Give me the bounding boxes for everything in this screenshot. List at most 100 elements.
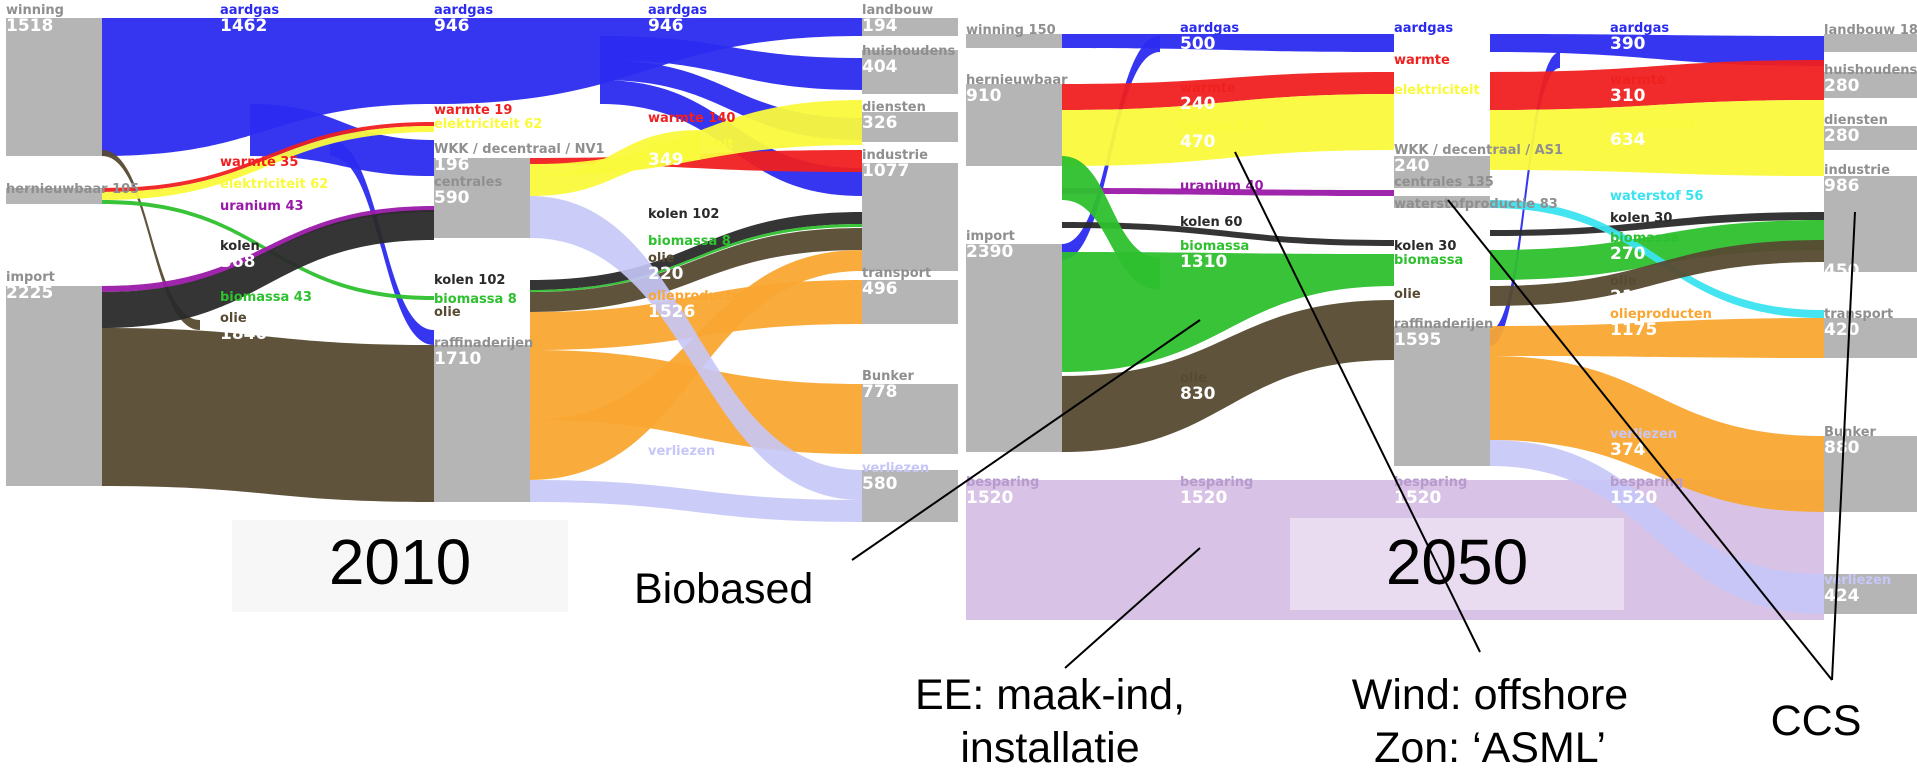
- p2050-label-olie2: olie: [1394, 287, 1421, 302]
- p2050-value-huishoudens: 280: [1824, 76, 1860, 96]
- node-transport: [1824, 318, 1917, 358]
- node-hernieuwbaar: [6, 188, 102, 204]
- wind-pointer: [1234, 151, 1481, 653]
- node-bunker: [862, 384, 958, 454]
- node-huishoudens: [1824, 72, 1917, 98]
- p2010-value-import: 2225: [6, 283, 53, 303]
- flow-elek-cent: [530, 130, 700, 196]
- p2050-label-kolen2: kolen 30: [1394, 239, 1456, 254]
- p2050-value-aardgas1: 500: [1180, 34, 1216, 54]
- p2010-label-verliezen2: verliezen: [862, 461, 929, 476]
- flow-olieproducten-transport: [1490, 318, 1824, 358]
- flow-biomassa-out: [530, 224, 862, 292]
- flow-kolen-out: [530, 212, 862, 290]
- p2010-value-aardgas3: 946: [648, 16, 684, 36]
- flow-uranium: [1062, 188, 1394, 196]
- p2050-label-besparing2: besparing: [1394, 475, 1467, 490]
- flow-olieproducten-transport: [530, 280, 862, 350]
- p2050-value-elek1: 470: [1180, 132, 1216, 152]
- p2010-label-warmte2: warmte 19: [434, 103, 512, 118]
- flow-verliezen-cent: [530, 196, 862, 500]
- flow-waterstof: [1490, 200, 1824, 318]
- p2050-label-olie1: olie: [1180, 371, 1207, 386]
- node-import: [966, 244, 1062, 452]
- p2050-value-olieproducten: 1175: [1610, 320, 1657, 340]
- flow-verliezen: [1490, 440, 1824, 614]
- p2010-value-kolen1: 368: [220, 252, 256, 272]
- flow-aardgas-1: [1062, 34, 1394, 52]
- p2050-value-elek2: 432: [1394, 96, 1430, 116]
- p2050-label-waterstofprod: waterstofproductie 83: [1394, 197, 1558, 212]
- p2050-label-olie3: olie: [1610, 274, 1637, 289]
- flow-kolen-out: [1490, 212, 1824, 236]
- annotation-zon: Zon: ‘ASML’: [1374, 724, 1606, 772]
- p2010-label-warmte1: warmte 35: [220, 155, 298, 170]
- flow-olie: [1062, 300, 1394, 452]
- node-verliezen: [1824, 574, 1917, 614]
- p2010-value-verliezen1: 564: [648, 457, 684, 477]
- p2050-value-ind_extra: 450: [1824, 261, 1860, 281]
- p2010-value-olie2: 220: [434, 318, 470, 338]
- node-landbouw: [862, 18, 958, 36]
- p2050-value-verliezen1: 374: [1610, 440, 1646, 460]
- flow-olieproducten-bunker: [530, 350, 862, 454]
- p2050-label-verliezen2: verliezen: [1824, 573, 1891, 588]
- p2050-label-kolen3: kolen 30: [1610, 211, 1672, 226]
- p2010-value-huishoudens: 404: [862, 57, 898, 77]
- p2010-label-biomassa3: biomassa 8: [648, 234, 731, 249]
- node-diensten: [1824, 126, 1917, 150]
- p2050-value-aardgas2: 240: [1394, 34, 1430, 54]
- p2050-value-elek3: 634: [1610, 130, 1646, 150]
- node-winning: [6, 18, 102, 156]
- p2050-label-aardgas2: aardgas: [1394, 21, 1453, 36]
- p2010-label-diensten: diensten: [862, 100, 926, 115]
- node-wkk: [434, 158, 530, 176]
- p2010-label-centrales: centrales: [434, 175, 502, 190]
- p2050-value-biomassa3: 270: [1610, 244, 1646, 264]
- p2050-label-uranium1: uranium 40: [1180, 179, 1264, 194]
- p2010-label-warmte3: warmte 140: [648, 111, 735, 126]
- p2010-value-elek3: 349: [648, 150, 684, 170]
- p2010-value-olieproducten: 1526: [648, 302, 695, 322]
- p2010-value-aardgas1: 1462: [220, 16, 267, 36]
- p2050-label-import: import: [966, 229, 1015, 244]
- p2050-value-aardgas3: 390: [1610, 34, 1646, 54]
- node-hernieuwbaar: [966, 84, 1062, 166]
- flow-olie-winning: [102, 150, 200, 330]
- flow-olie-out: [1490, 240, 1824, 306]
- year-label-2010: 2010: [329, 526, 471, 598]
- node-transport: [862, 280, 958, 324]
- p2050-label-verliezen1: verliezen: [1610, 427, 1677, 442]
- flow-aardgas-raff: [1490, 52, 1560, 346]
- p2050-value-biomassa2: 270: [1394, 266, 1430, 286]
- flow-olieproducten-bunker: [1490, 356, 1824, 512]
- node-centrales: [434, 176, 530, 238]
- p2010-label-landbouw: landbouw: [862, 3, 933, 18]
- p2010-label-kolen2: kolen 102: [434, 273, 505, 288]
- p2010-label-uranium1: uranium 43: [220, 199, 304, 214]
- flow-aardgas-hh: [600, 36, 862, 90]
- p2010-label-olie1: olie: [220, 311, 247, 326]
- flow-warmte-out: [530, 150, 862, 172]
- p2050-value-warmte1: 240: [1180, 94, 1216, 114]
- node-winning: [966, 34, 1062, 48]
- p2010-value-aardgas2: 946: [434, 16, 470, 36]
- flow-warmte1: [102, 122, 434, 192]
- flow-elek: [1062, 94, 1394, 166]
- p2010-label-kolen3: kolen 102: [648, 207, 719, 222]
- annotation-ee-line2: installatie: [960, 724, 1139, 772]
- p2010-label-hernieuwbaar: hernieuwbaar 105: [6, 182, 139, 197]
- p2010-label-olie3: olie: [648, 251, 675, 266]
- p2050-value-transport_extra: 250: [1824, 356, 1860, 376]
- node-industrie: [1824, 176, 1917, 272]
- annotation-wind: Wind: offshore: [1352, 671, 1628, 719]
- flow-aardgas-main: [102, 18, 434, 156]
- p2050-value-warmte3: 310: [1610, 86, 1646, 106]
- p2010-label-aardgas1: aardgas: [220, 3, 279, 18]
- p2010-label-import: import: [6, 270, 55, 285]
- ccs-pointer-2: [1831, 211, 1856, 681]
- annotation-biobased: Biobased: [634, 565, 813, 613]
